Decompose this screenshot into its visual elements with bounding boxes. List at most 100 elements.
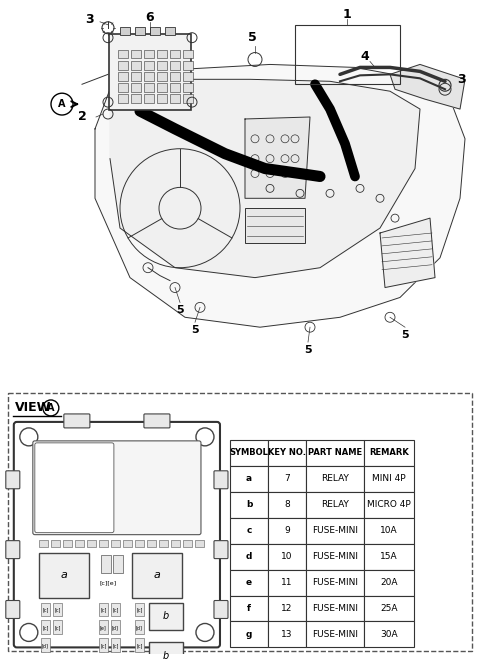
Bar (63, 539, 72, 547)
Bar (230, 518, 268, 543)
Text: RELAY: RELAY (321, 500, 349, 509)
Text: SYMBOL: SYMBOL (229, 448, 268, 457)
Text: g: g (246, 630, 252, 639)
Bar (183, 94, 193, 103)
Bar (183, 50, 193, 59)
Bar (135, 26, 145, 34)
Polygon shape (95, 64, 465, 327)
Bar (295, 24, 400, 85)
Text: a: a (246, 475, 252, 483)
Bar (157, 83, 167, 93)
Bar (183, 539, 192, 547)
Bar (144, 83, 154, 93)
Bar (171, 539, 180, 547)
Text: 25A: 25A (380, 604, 398, 613)
Bar (131, 50, 141, 59)
Bar (99, 539, 108, 547)
Bar (51, 539, 60, 547)
Bar (170, 50, 180, 59)
Bar (41, 621, 50, 635)
Bar (306, 440, 364, 466)
Bar (150, 26, 160, 34)
Bar (75, 539, 84, 547)
Bar (268, 492, 306, 518)
Bar (183, 83, 193, 93)
Polygon shape (110, 79, 420, 278)
Bar (306, 621, 364, 647)
Text: RELAY: RELAY (321, 475, 349, 483)
Text: [c]: [c] (112, 643, 119, 648)
Text: 3: 3 (458, 73, 466, 86)
Text: f: f (247, 604, 251, 613)
Bar (111, 621, 120, 635)
Bar (364, 621, 414, 647)
Text: a: a (60, 570, 67, 580)
Bar (41, 603, 50, 617)
Text: 6: 6 (146, 11, 154, 24)
Text: A: A (58, 99, 66, 109)
Text: 20A: 20A (380, 578, 398, 587)
Text: 3: 3 (86, 13, 94, 26)
Bar (101, 555, 111, 572)
Bar (159, 539, 168, 547)
Bar (268, 518, 306, 543)
Bar (99, 603, 108, 617)
Text: d: d (246, 552, 252, 561)
Text: MINI 4P: MINI 4P (372, 475, 406, 483)
Text: MICRO 4P: MICRO 4P (367, 500, 411, 509)
Bar (87, 539, 96, 547)
Bar (268, 621, 306, 647)
Text: 2: 2 (78, 110, 86, 124)
Text: FUSE-MINI: FUSE-MINI (312, 552, 358, 561)
Text: [c]: [c] (42, 625, 48, 630)
Bar (230, 492, 268, 518)
Bar (306, 596, 364, 621)
Text: FUSE-MINI: FUSE-MINI (312, 578, 358, 587)
Text: VIEW: VIEW (15, 401, 51, 414)
Text: 30A: 30A (380, 630, 398, 639)
Text: [e]: [e] (100, 625, 107, 630)
Bar (123, 539, 132, 547)
Bar (131, 73, 141, 81)
Bar (268, 466, 306, 492)
Polygon shape (390, 64, 465, 109)
Text: 12: 12 (281, 604, 293, 613)
Text: [d]: [d] (112, 625, 119, 630)
Bar (41, 656, 61, 661)
Bar (268, 596, 306, 621)
Bar (53, 603, 62, 617)
Bar (135, 656, 144, 661)
Text: KEY NO.: KEY NO. (268, 448, 306, 457)
Bar (135, 539, 144, 547)
Text: 5: 5 (401, 330, 409, 340)
Text: e: e (246, 578, 252, 587)
Bar (120, 26, 130, 34)
Bar (170, 83, 180, 93)
Text: 5: 5 (304, 345, 312, 355)
Text: FUSE-MINI: FUSE-MINI (312, 604, 358, 613)
Text: 11: 11 (281, 578, 293, 587)
Bar (135, 603, 144, 617)
Bar (230, 466, 268, 492)
FancyBboxPatch shape (33, 441, 201, 535)
Bar (306, 543, 364, 570)
Text: [d]: [d] (136, 625, 143, 630)
Text: A: A (47, 403, 55, 413)
Bar (113, 555, 123, 572)
Bar (183, 73, 193, 81)
Polygon shape (380, 218, 435, 288)
Bar (149, 603, 183, 631)
Bar (230, 440, 268, 466)
Bar (195, 539, 204, 547)
Text: REMARK: REMARK (369, 448, 409, 457)
Bar (170, 61, 180, 70)
FancyBboxPatch shape (214, 471, 228, 488)
Bar (268, 570, 306, 596)
FancyBboxPatch shape (35, 443, 114, 533)
Text: [c]: [c] (136, 607, 143, 612)
Bar (149, 642, 183, 661)
Bar (170, 73, 180, 81)
Bar (39, 553, 89, 598)
Text: 5: 5 (191, 325, 199, 335)
Text: 4: 4 (360, 50, 370, 63)
